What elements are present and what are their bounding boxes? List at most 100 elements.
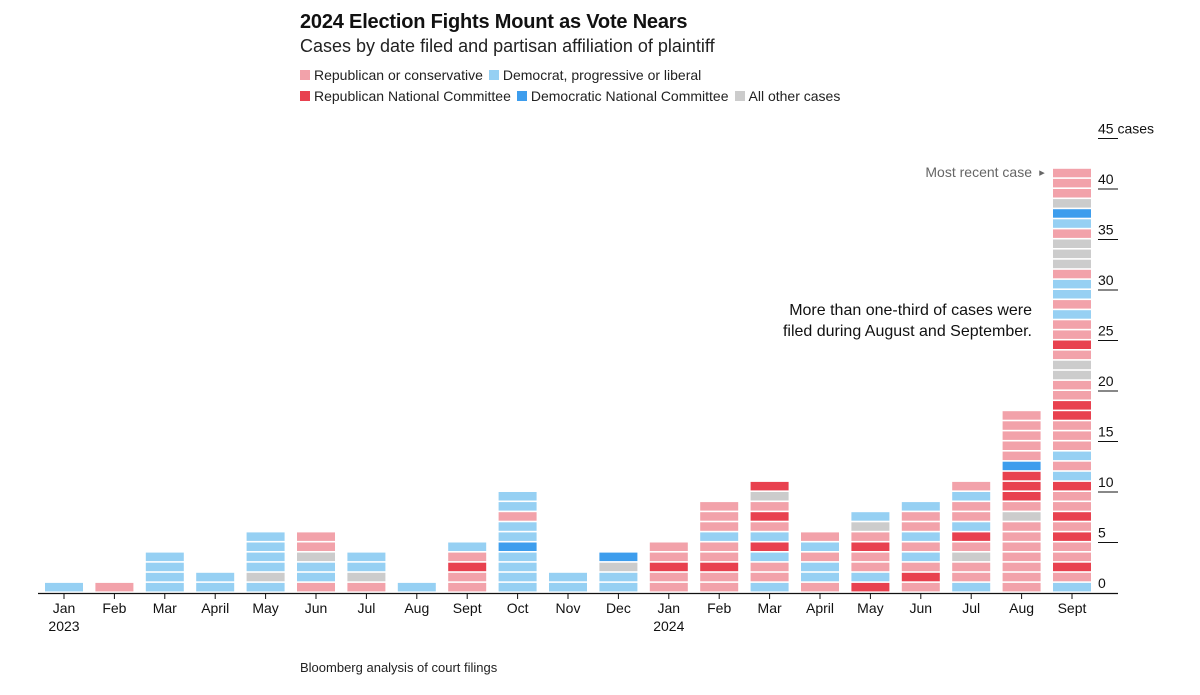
bar-block-sept-27 (1053, 320, 1091, 329)
bar-block-may-4 (246, 552, 285, 562)
x-tick-label: Dec (606, 600, 631, 616)
x-tick-label: Jan (53, 600, 76, 616)
bar-block-sept-35 (1053, 239, 1091, 248)
legend-row-2: Republican National Committee Democratic… (300, 88, 846, 104)
bar-block-oct-10 (498, 492, 537, 501)
bar-block-jun-5 (901, 542, 940, 551)
bar-block-sept-22 (1053, 370, 1091, 380)
bar-block-jan-2024-3 (649, 562, 688, 572)
bar-block-sept-9 (1053, 502, 1091, 511)
bar-block-may-5 (851, 542, 890, 551)
bar-block-jul-1 (952, 582, 991, 592)
bar-block-mar-3 (145, 562, 184, 572)
bar-block-april-1 (196, 582, 235, 592)
bar-block-mar-2 (750, 572, 789, 582)
legend-swatch-rnc (300, 91, 310, 101)
bar-block-sept-10 (1053, 492, 1091, 501)
bar-block-april-3 (801, 562, 839, 572)
x-tick-label: Feb (102, 600, 126, 616)
bar-block-aug-11 (1002, 481, 1041, 491)
bar-block-sept-21 (1053, 380, 1091, 390)
bar-block-sept-25 (1053, 340, 1091, 349)
bar-block-sept-4 (1053, 552, 1091, 562)
y-tick-label: 15 (1098, 424, 1114, 440)
bar-block-mar-1 (750, 582, 789, 592)
legend-swatch-republican (300, 70, 310, 80)
legend-item-rnc: Republican National Committee (300, 88, 511, 104)
bar-block-feb-6 (700, 532, 739, 541)
bar-block-jun-1 (297, 582, 335, 592)
bar-block-sept-3 (1053, 562, 1091, 572)
bar-block-aug-3 (1002, 562, 1041, 572)
legend-item-other: All other cases (734, 88, 840, 104)
bar-block-jul-3 (347, 562, 386, 572)
bar-block-aug-18 (1002, 411, 1041, 420)
bar-block-aug-5 (1002, 542, 1041, 551)
legend-label-dnc: Democratic National Committee (530, 88, 729, 104)
legend-swatch-democrat (488, 70, 499, 80)
bar-block-sept-4 (448, 552, 487, 562)
x-tick-label: Jun (910, 600, 933, 616)
bar-block-aug-15 (1002, 441, 1041, 450)
bar-block-aug-2 (1002, 572, 1041, 582)
bar-block-aug-12 (1002, 471, 1041, 481)
x-tick-label: Jun (305, 600, 328, 616)
bar-block-sept-6 (1053, 532, 1091, 541)
legend-item-dnc: Democratic National Committee (516, 88, 729, 104)
bar-block-jun-9 (901, 502, 940, 511)
bar-block-sept-12 (1053, 471, 1091, 481)
bar-block-jul-3 (952, 562, 991, 572)
bar-block-jan-2023-1 (45, 582, 83, 592)
bar-block-april-1 (801, 582, 839, 592)
bar-block-jul-7 (952, 522, 991, 531)
y-tick-label: 25 (1098, 323, 1114, 339)
x-tick-year-label: 2023 (48, 618, 79, 634)
bar-block-mar-4 (750, 552, 789, 562)
bar-block-sept-3 (448, 562, 487, 572)
x-tick-label: Sept (453, 600, 482, 616)
bar-block-mar-3 (750, 562, 789, 572)
bar-block-dec-1 (599, 582, 638, 592)
bar-block-sept-5 (1053, 542, 1091, 551)
bar-block-jun-5 (297, 542, 335, 551)
legend-swatch-dnc (516, 91, 527, 101)
bar-block-mar-9 (750, 502, 789, 511)
bar-block-dec-3 (599, 562, 638, 572)
bar-block-sept-13 (1053, 461, 1091, 471)
bar-block-sept-42 (1053, 168, 1091, 178)
legend-swatch-other (734, 91, 745, 101)
y-tick-label: 35 (1098, 222, 1114, 238)
bar-block-jul-9 (952, 502, 991, 511)
bar-block-may-8 (851, 512, 890, 521)
source-note: Bloomberg analysis of court filings (300, 660, 498, 675)
bar-block-jun-2 (297, 572, 335, 582)
bar-block-sept-32 (1053, 269, 1091, 279)
bar-block-oct-6 (498, 532, 537, 541)
bar-block-sept-34 (1053, 249, 1091, 259)
y-tick-label: 5 (1098, 525, 1106, 541)
bar-block-aug-4 (1002, 552, 1041, 562)
y-tick-label: 0 (1098, 575, 1106, 591)
bar-block-feb-8 (700, 512, 739, 521)
bar-block-aug-6 (1002, 532, 1041, 541)
bar-block-aug-16 (1002, 431, 1041, 440)
bar-block-mar-1 (145, 582, 184, 592)
bar-block-jul-8 (952, 512, 991, 521)
bar-block-sept-7 (1053, 522, 1091, 531)
bar-block-jul-6 (952, 532, 991, 541)
bar-block-jul-1 (347, 582, 386, 592)
bar-block-oct-1 (498, 582, 537, 592)
bar-block-jan-2024-5 (649, 542, 688, 551)
legend-label-rnc: Republican National Committee (314, 88, 511, 104)
y-tick-label: 30 (1098, 272, 1114, 288)
bar-block-feb-7 (700, 522, 739, 531)
x-tick-label: Mar (758, 600, 782, 616)
bar-block-jul-2 (347, 572, 386, 582)
bar-block-nov-1 (549, 582, 587, 592)
bar-block-mar-6 (750, 532, 789, 541)
bar-block-jul-2 (952, 572, 991, 582)
bar-block-aug-10 (1002, 492, 1041, 501)
bar-block-nov-2 (549, 572, 587, 582)
bar-block-mar-5 (750, 542, 789, 551)
